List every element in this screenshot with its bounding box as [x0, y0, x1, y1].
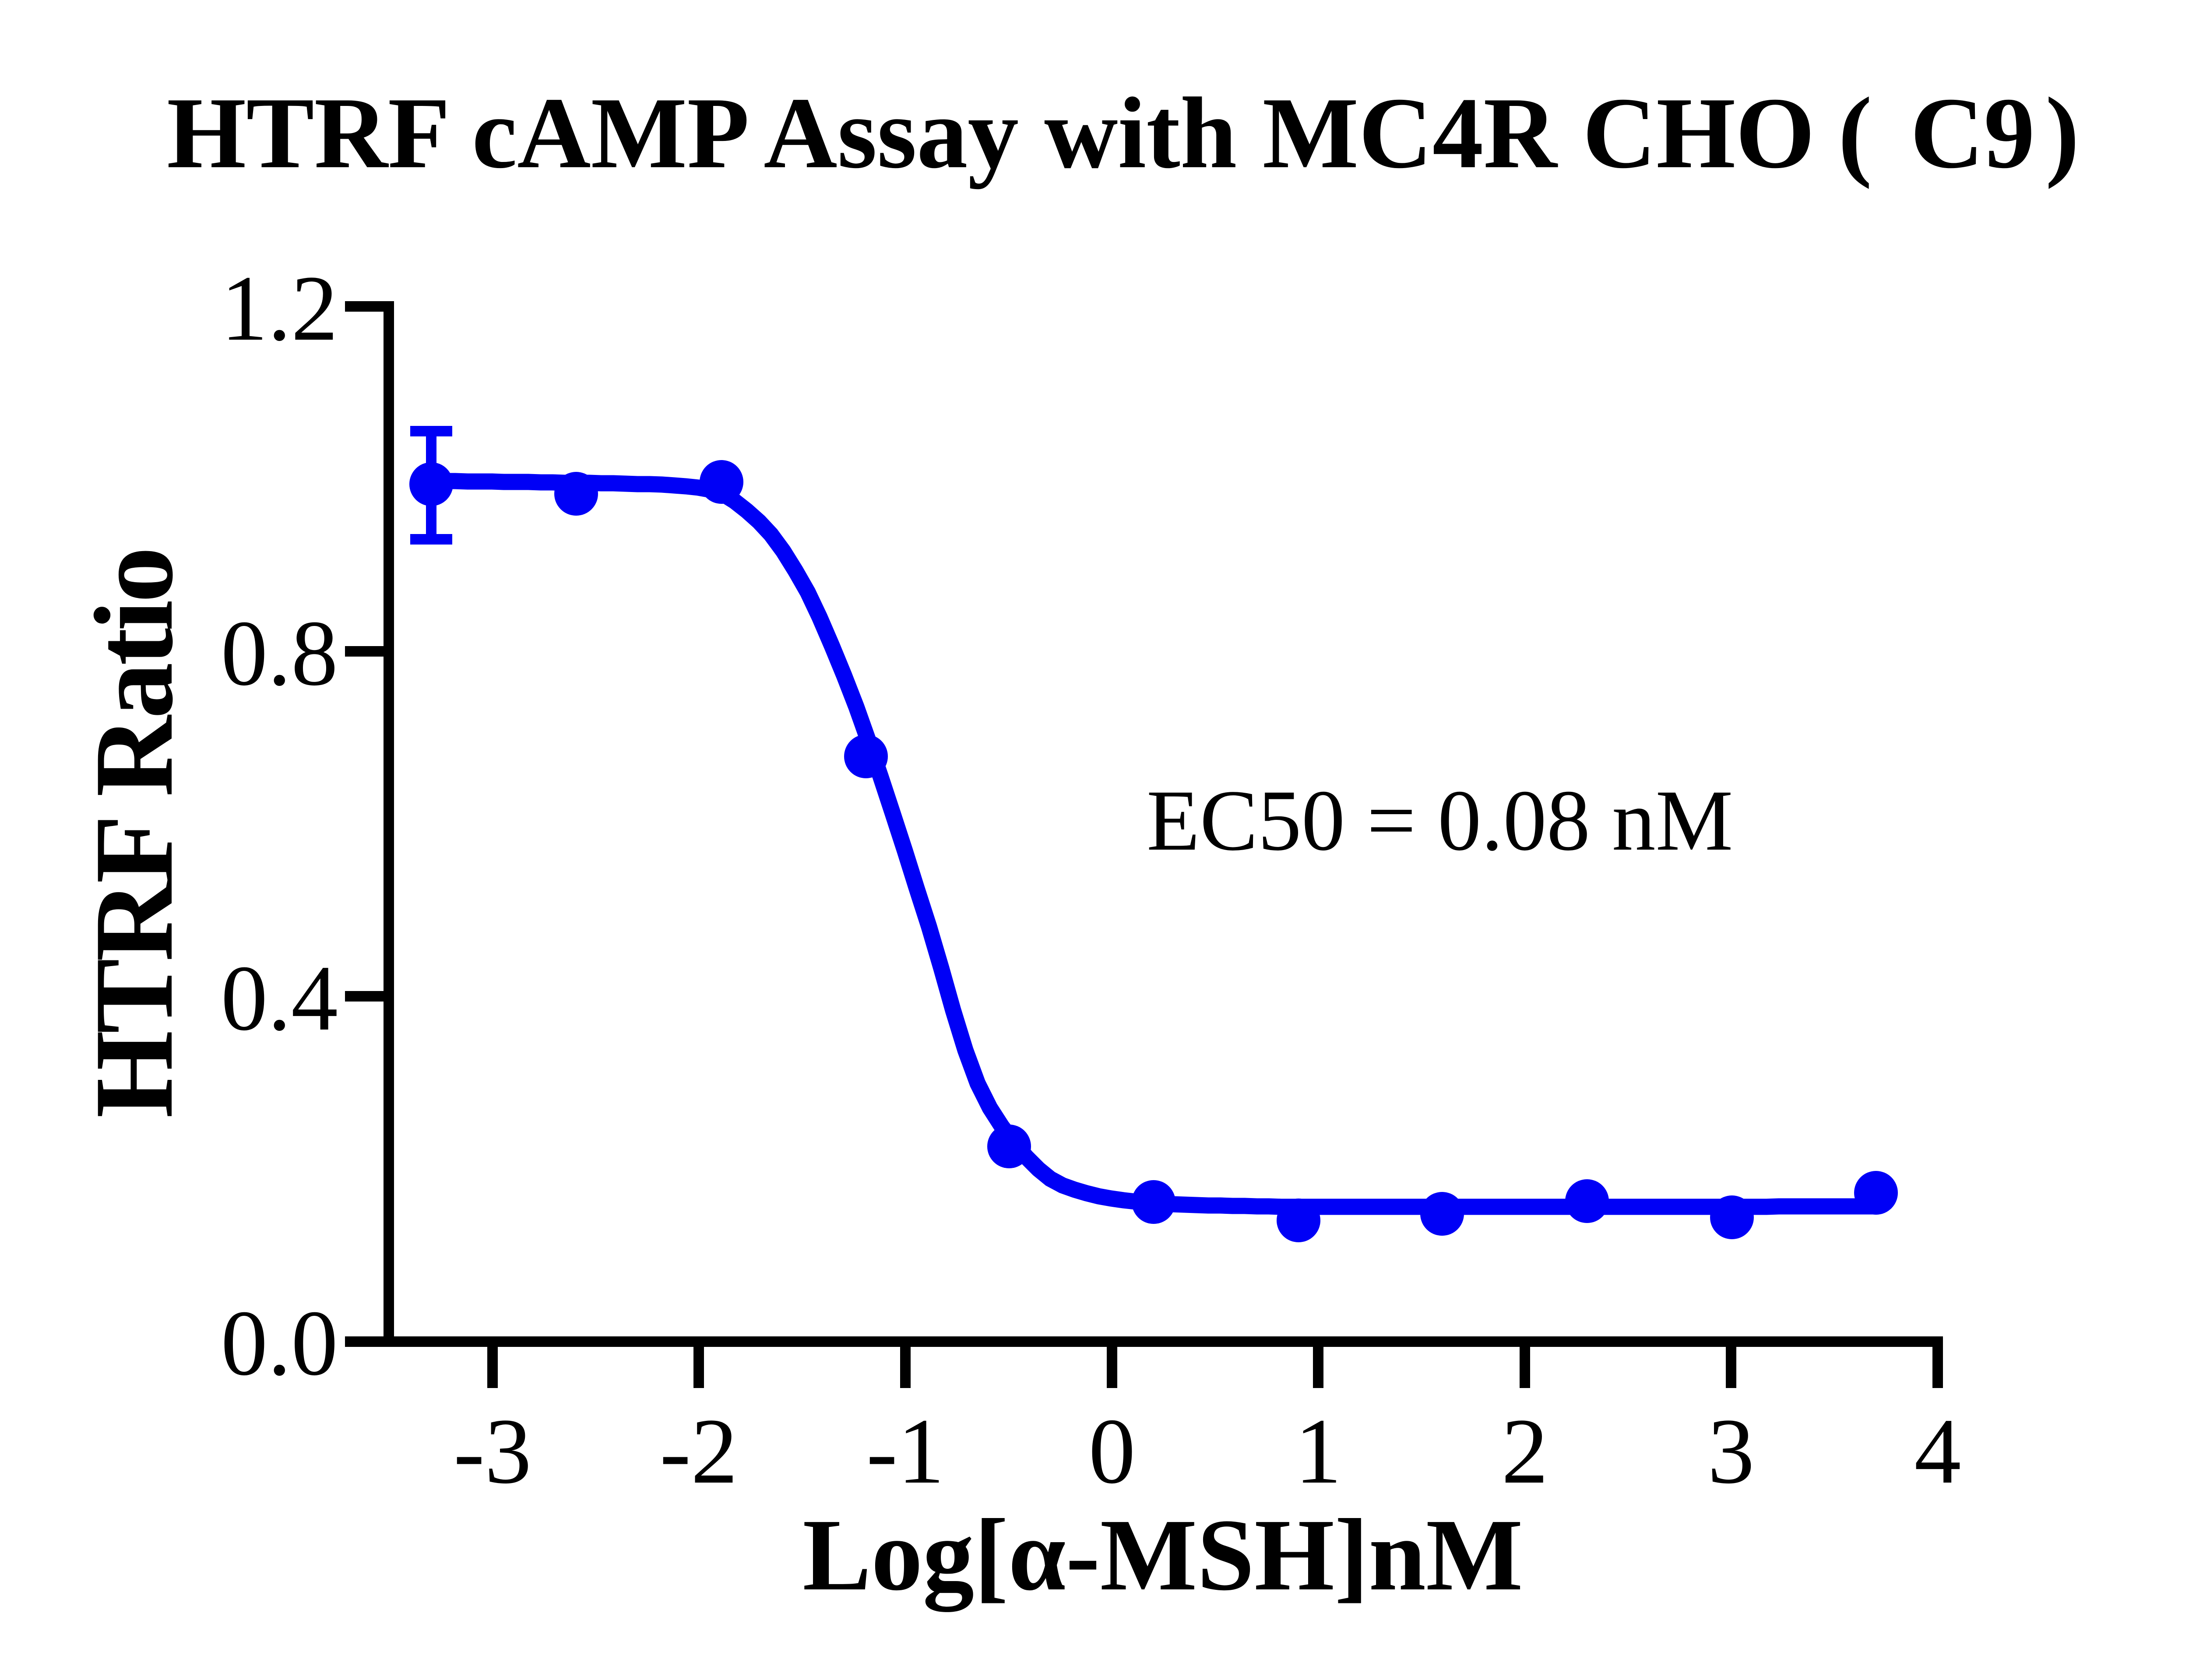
- svg-text:-3: -3: [454, 1399, 531, 1503]
- svg-text:HTRF Ratio: HTRF Ratio: [71, 550, 196, 1118]
- svg-text:-2: -2: [660, 1399, 738, 1503]
- svg-text:0: 0: [1089, 1399, 1136, 1503]
- svg-text:2: 2: [1502, 1399, 1548, 1503]
- svg-text:0.0: 0.0: [221, 1291, 338, 1395]
- svg-text:0.4: 0.4: [221, 946, 338, 1050]
- svg-text:1.2: 1.2: [221, 257, 338, 360]
- svg-text:3: 3: [1708, 1399, 1755, 1503]
- svg-text:EC50 = 0.08 nM: EC50 = 0.08 nM: [1147, 773, 1733, 869]
- svg-text:1: 1: [1295, 1399, 1342, 1503]
- svg-text:Log[α-MSH]nM: Log[α-MSH]nM: [802, 1498, 1523, 1612]
- svg-text:4: 4: [1914, 1399, 1961, 1503]
- svg-text:0.8: 0.8: [221, 601, 338, 705]
- svg-text:-1: -1: [866, 1399, 944, 1503]
- svg-text:HTRF cAMP Assay with MC4R CHO(: HTRF cAMP Assay with MC4R CHO(C9): [167, 77, 2079, 190]
